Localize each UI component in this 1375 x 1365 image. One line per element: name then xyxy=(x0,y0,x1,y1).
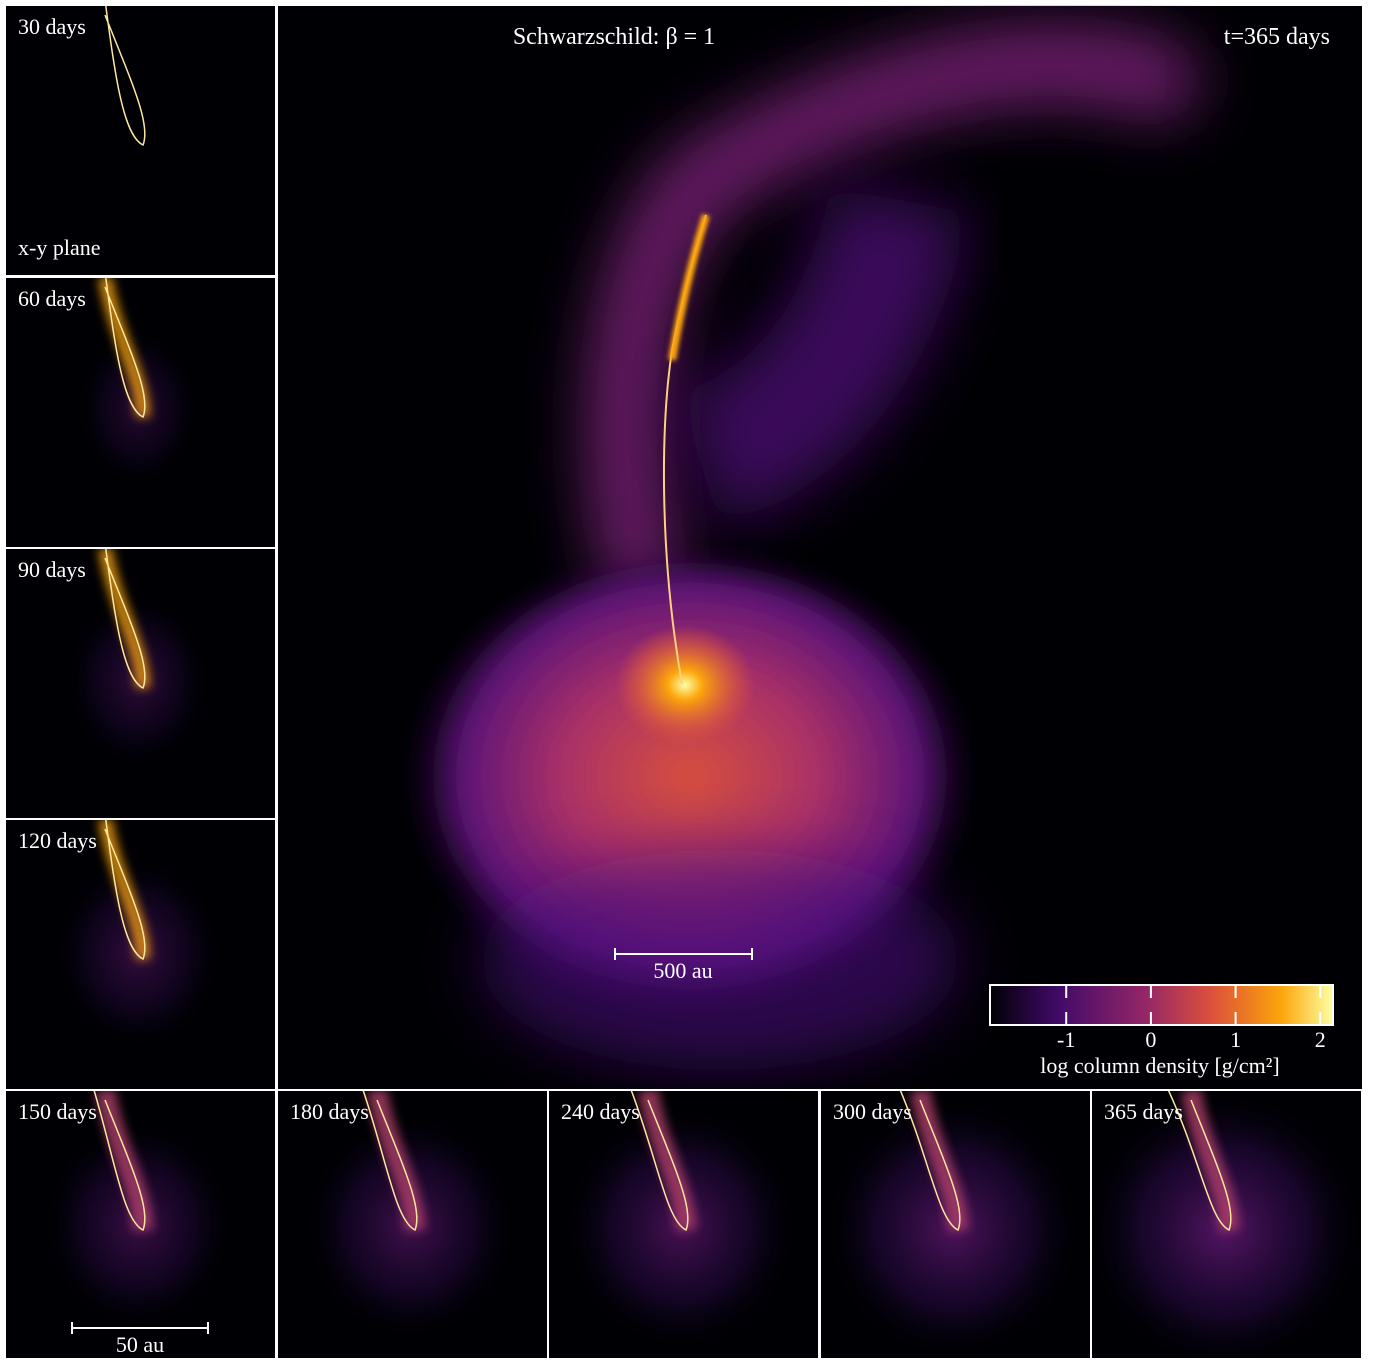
panel-label: 180 days xyxy=(290,1099,369,1124)
orbit xyxy=(362,1090,418,1232)
orbit xyxy=(104,819,146,961)
colorbar-tick-label: 2 xyxy=(1315,1027,1326,1052)
main-panel: 500 au Schwarzschild: β = 1 t=365 days l… xyxy=(276,4,1364,1091)
title: Schwarzschild: β = 1 xyxy=(513,24,715,50)
panel-image xyxy=(563,1090,799,1350)
panel: 120 days xyxy=(4,818,277,1091)
plane-label: x-y plane xyxy=(18,235,100,260)
panel-image xyxy=(43,1090,233,1330)
core xyxy=(615,625,755,745)
panel-image xyxy=(824,1090,1082,1359)
panel-border xyxy=(1090,1089,1363,1360)
orbit xyxy=(104,5,146,147)
panel-image xyxy=(1091,1090,1362,1359)
colorbar-label: log column density [g/cm²] xyxy=(1040,1053,1279,1078)
stream-fan xyxy=(677,185,969,527)
panel-label: 60 days xyxy=(18,286,86,311)
panel-label: 300 days xyxy=(833,1099,912,1124)
panel: 240 days xyxy=(547,1089,820,1360)
panel-image xyxy=(54,819,222,1049)
panel: 30 days xyxy=(4,4,277,277)
colorbar-tick-label: -1 xyxy=(1057,1027,1075,1052)
orbit xyxy=(899,1090,961,1232)
panel: 60 days xyxy=(4,276,277,549)
panel-label: 120 days xyxy=(18,828,97,853)
panel-label: 90 days xyxy=(18,557,86,582)
stream xyxy=(585,24,1200,600)
panel-image xyxy=(65,548,211,768)
panel: 300 days xyxy=(819,1089,1092,1360)
panel-label: 240 days xyxy=(561,1099,640,1124)
panel: 365 days xyxy=(1090,1089,1363,1360)
stream-bright xyxy=(668,213,710,361)
panel-label: 150 days xyxy=(18,1099,97,1124)
orbit xyxy=(630,1090,689,1232)
orbit xyxy=(93,1090,146,1232)
colorbar-tick-label: 0 xyxy=(1145,1027,1156,1052)
colorbar xyxy=(989,984,1334,1026)
colorbar-tick-label: 1 xyxy=(1230,1027,1241,1052)
panel-label: 30 days xyxy=(18,14,86,39)
debris-lower xyxy=(480,850,960,1070)
panel-image xyxy=(104,5,146,147)
scale-label: 500 au xyxy=(653,958,712,983)
orbit xyxy=(104,548,146,690)
colorbar-box xyxy=(989,984,1334,1026)
panel-frame xyxy=(5,5,276,276)
panel-label: 365 days xyxy=(1104,1099,1183,1124)
scale-label: 50 au xyxy=(116,1332,164,1357)
time-label: t=365 days xyxy=(1224,24,1330,50)
panel: 90 days xyxy=(4,547,277,820)
main-image xyxy=(400,24,1200,1070)
orbit xyxy=(1167,1090,1232,1232)
panel-image xyxy=(76,277,200,487)
small-panels: 30 days 60 days 90 days 120 days 150 days 180… xyxy=(4,4,1363,1360)
panel: 180 days xyxy=(276,1089,549,1360)
panel: 150 days xyxy=(4,1089,277,1360)
orbit xyxy=(104,277,146,419)
panel-image xyxy=(303,1090,517,1340)
